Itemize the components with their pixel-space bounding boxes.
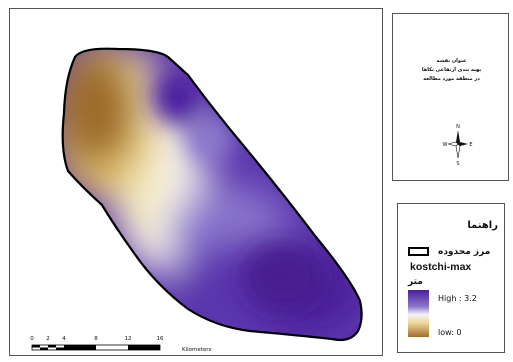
study-area-map <box>61 47 363 342</box>
scale-bar: 0 2 4 8 12 16 Kilometers <box>30 336 212 353</box>
study-area-boundary <box>61 47 363 342</box>
west-label: W <box>443 142 448 148</box>
north-label: N <box>456 124 460 130</box>
elevation-color-ramp <box>408 290 429 337</box>
title-panel: عنوان نقشه پهنه بندی ارتفاعی تکاها در من… <box>392 13 509 181</box>
east-label: E <box>469 142 472 148</box>
scale-tick-label: 0 <box>30 336 34 342</box>
map-frame <box>9 8 383 356</box>
boundary-swatch <box>408 247 429 256</box>
map-title-line-2: پهنه بندی ارتفاعی تکاها <box>421 67 482 73</box>
legend-panel: راهنما مرز محدوده kostchi-max متر High :… <box>397 203 505 353</box>
compass-rose-icon: N S W E <box>443 124 473 166</box>
scale-bar-segments <box>31 344 161 351</box>
map-title-line-1: عنوان نقشه <box>436 58 467 64</box>
elevation-surface <box>62 48 362 341</box>
unit-label: متر <box>408 277 423 287</box>
scale-tick-label: 2 <box>46 336 50 342</box>
south-label: S <box>456 161 459 166</box>
boundary-label: مرز محدوده <box>438 247 491 257</box>
scale-tick-label: 8 <box>94 336 98 342</box>
map-title-line-3: در منطقه مورد مطالعه <box>423 76 480 82</box>
scale-tick-label: 16 <box>157 336 164 342</box>
high-label: High : 3.2 <box>438 294 477 303</box>
low-label: low: 0 <box>438 328 462 337</box>
layer-title: kostchi-max <box>410 261 472 273</box>
legend-heading: راهنما <box>467 220 498 231</box>
scale-unit-label: Kilometers <box>182 347 212 353</box>
scale-tick-label: 12 <box>125 336 132 342</box>
scale-tick-label: 4 <box>62 336 66 342</box>
